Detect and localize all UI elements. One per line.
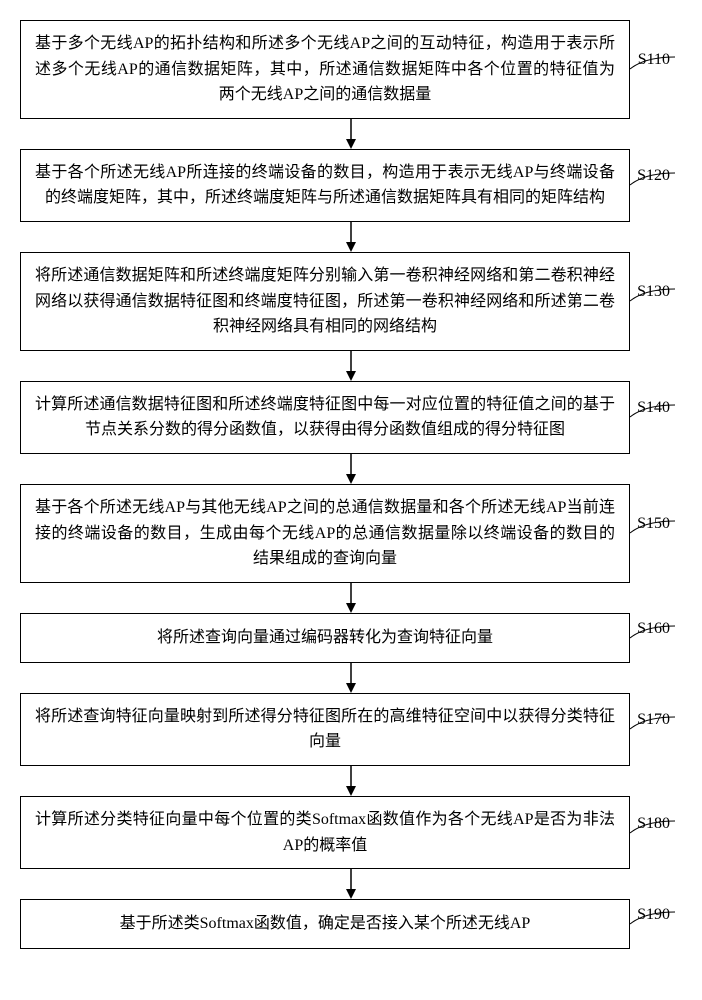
arrow — [46, 119, 656, 149]
step-box-s190: 基于所述类Softmax函数值，确定是否接入某个所述无线AP — [20, 899, 630, 949]
step-box-s180: 计算所述分类特征向量中每个位置的类Softmax函数值作为各个无线AP是否为非法… — [20, 796, 630, 869]
flow-row: 基于各个所述无线AP所连接的终端设备的数目，构造用于表示无线AP与终端设备的终端… — [20, 149, 682, 222]
arrow — [46, 351, 656, 381]
arrow — [46, 766, 656, 796]
flow-row: 将所述查询向量通过编码器转化为查询特征向量 S160 — [20, 613, 682, 663]
arrow — [46, 454, 656, 484]
step-text: 将所述查询特征向量映射到所述得分特征图所在的高维特征空间中以获得分类特征向量 — [35, 704, 615, 755]
arrow — [46, 869, 656, 899]
step-label: S160 — [637, 620, 670, 638]
step-text: 计算所述分类特征向量中每个位置的类Softmax函数值作为各个无线AP是否为非法… — [35, 807, 615, 858]
arrow — [46, 583, 656, 613]
arrow — [46, 222, 656, 252]
step-label: S180 — [637, 815, 670, 833]
step-box-s170: 将所述查询特征向量映射到所述得分特征图所在的高维特征空间中以获得分类特征向量 — [20, 693, 630, 766]
step-box-s120: 基于各个所述无线AP所连接的终端设备的数目，构造用于表示无线AP与终端设备的终端… — [20, 149, 630, 222]
step-text: 将所述通信数据矩阵和所述终端度矩阵分别输入第一卷积神经网络和第二卷积神经网络以获… — [35, 263, 615, 340]
step-label: S140 — [637, 399, 670, 417]
step-label: S150 — [637, 515, 670, 533]
flow-row: 将所述通信数据矩阵和所述终端度矩阵分别输入第一卷积神经网络和第二卷积神经网络以获… — [20, 252, 682, 351]
step-label: S190 — [637, 906, 670, 924]
step-text: 计算所述通信数据特征图和所述终端度特征图中每一对应位置的特征值之间的基于节点关系… — [35, 392, 615, 443]
step-label: S170 — [637, 711, 670, 729]
flow-row: 基于多个无线AP的拓扑结构和所述多个无线AP之间的互动特征，构造用于表示所述多个… — [20, 20, 682, 119]
flowchart: 基于多个无线AP的拓扑结构和所述多个无线AP之间的互动特征，构造用于表示所述多个… — [20, 20, 682, 949]
flow-row: 计算所述分类特征向量中每个位置的类Softmax函数值作为各个无线AP是否为非法… — [20, 796, 682, 869]
step-text: 基于所述类Softmax函数值，确定是否接入某个所述无线AP — [120, 911, 531, 937]
flow-row: 基于所述类Softmax函数值，确定是否接入某个所述无线AP S190 — [20, 899, 682, 949]
arrow — [46, 663, 656, 693]
step-text: 基于各个所述无线AP与其他无线AP之间的总通信数据量和各个所述无线AP当前连接的… — [35, 495, 615, 572]
flow-row: 基于各个所述无线AP与其他无线AP之间的总通信数据量和各个所述无线AP当前连接的… — [20, 484, 682, 583]
step-label: S120 — [637, 167, 670, 185]
step-text: 基于多个无线AP的拓扑结构和所述多个无线AP之间的互动特征，构造用于表示所述多个… — [35, 31, 615, 108]
step-label: S130 — [637, 283, 670, 301]
step-box-s110: 基于多个无线AP的拓扑结构和所述多个无线AP之间的互动特征，构造用于表示所述多个… — [20, 20, 630, 119]
step-label: S110 — [638, 51, 670, 69]
step-box-s130: 将所述通信数据矩阵和所述终端度矩阵分别输入第一卷积神经网络和第二卷积神经网络以获… — [20, 252, 630, 351]
step-text: 基于各个所述无线AP所连接的终端设备的数目，构造用于表示无线AP与终端设备的终端… — [35, 160, 615, 211]
step-text: 将所述查询向量通过编码器转化为查询特征向量 — [157, 625, 493, 651]
flow-row: 将所述查询特征向量映射到所述得分特征图所在的高维特征空间中以获得分类特征向量 S… — [20, 693, 682, 766]
step-box-s150: 基于各个所述无线AP与其他无线AP之间的总通信数据量和各个所述无线AP当前连接的… — [20, 484, 630, 583]
flow-row: 计算所述通信数据特征图和所述终端度特征图中每一对应位置的特征值之间的基于节点关系… — [20, 381, 682, 454]
step-box-s140: 计算所述通信数据特征图和所述终端度特征图中每一对应位置的特征值之间的基于节点关系… — [20, 381, 630, 454]
step-box-s160: 将所述查询向量通过编码器转化为查询特征向量 — [20, 613, 630, 663]
